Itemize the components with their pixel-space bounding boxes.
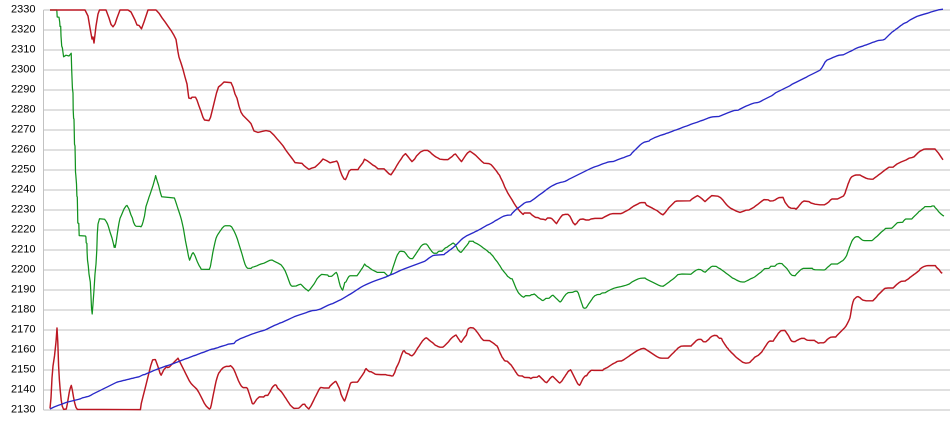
svg-text:2140: 2140 xyxy=(11,384,35,396)
svg-text:2160: 2160 xyxy=(11,344,35,356)
svg-text:2300: 2300 xyxy=(11,64,35,76)
svg-text:2150: 2150 xyxy=(11,364,35,376)
svg-text:2190: 2190 xyxy=(11,284,35,296)
svg-text:2180: 2180 xyxy=(11,304,35,316)
svg-text:2320: 2320 xyxy=(11,24,35,36)
svg-text:2260: 2260 xyxy=(11,144,35,156)
svg-text:2280: 2280 xyxy=(11,104,35,116)
svg-text:2270: 2270 xyxy=(11,124,35,136)
svg-text:2310: 2310 xyxy=(11,44,35,56)
svg-text:2240: 2240 xyxy=(11,184,35,196)
svg-text:2220: 2220 xyxy=(11,224,35,236)
svg-text:2130: 2130 xyxy=(11,404,35,416)
svg-text:2290: 2290 xyxy=(11,84,35,96)
svg-text:2170: 2170 xyxy=(11,324,35,336)
svg-text:2200: 2200 xyxy=(11,264,35,276)
svg-text:2210: 2210 xyxy=(11,244,35,256)
svg-text:2330: 2330 xyxy=(11,4,35,16)
svg-text:2230: 2230 xyxy=(11,204,35,216)
svg-text:2250: 2250 xyxy=(11,164,35,176)
